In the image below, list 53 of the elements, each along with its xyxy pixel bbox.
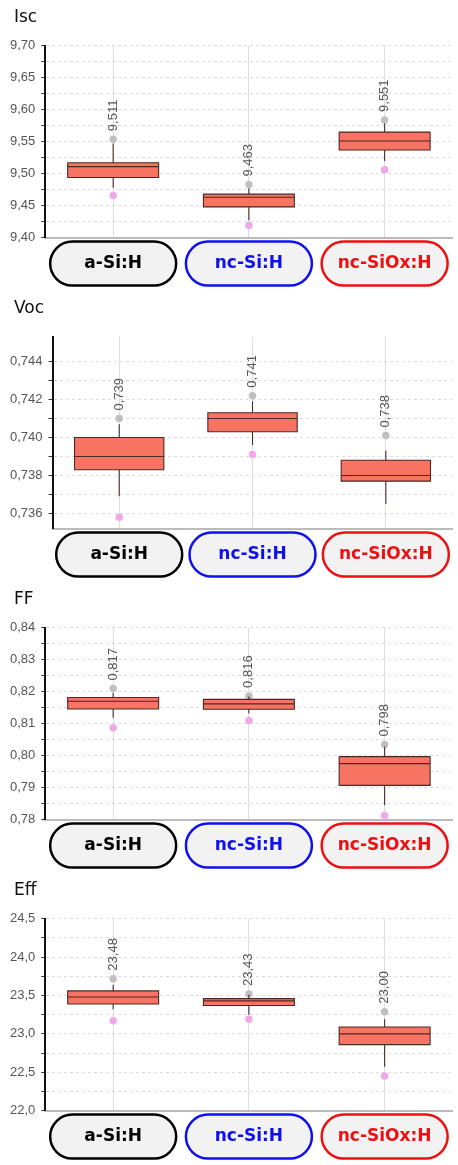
y-tick-label: 0,736 — [9, 504, 43, 520]
text: 9,463 — [240, 143, 256, 177]
x-tick-label: nc-SiOx:H — [337, 834, 432, 855]
x-tick-label: nc-Si:H — [214, 252, 284, 273]
chart-title: Voc — [14, 297, 45, 317]
y-tick-label: 0,738 — [9, 467, 43, 483]
x-tick-label: nc-Si:H — [218, 543, 287, 564]
y-tick-label: 9,45 — [9, 197, 36, 213]
x-tick-label: a-Si:H — [84, 834, 142, 855]
text: 0,816 — [240, 655, 256, 688]
y-tick-label: 0,80 — [9, 747, 36, 763]
y-tick-label: 0,79 — [9, 779, 36, 795]
text: 23,48 — [104, 938, 120, 971]
y-tick-label: 9,65 — [9, 69, 36, 85]
y-tick-label: 0,84 — [9, 619, 36, 635]
y-tick-label: 23,0 — [9, 1025, 36, 1041]
y-tick-label: 23,5 — [9, 987, 36, 1003]
y-tick-label: 24,0 — [9, 948, 36, 964]
text: 0,798 — [376, 703, 392, 737]
y-tick-label: 9,50 — [9, 165, 36, 181]
x-tick-label: nc-Si:H — [214, 1125, 284, 1146]
y-tick-label: 0,742 — [9, 391, 43, 407]
text: 23,00 — [376, 971, 392, 1004]
y-tick-label: 9,55 — [9, 133, 36, 149]
x-tick-label: nc-SiOx:H — [338, 543, 433, 564]
y-tick-label: 0,744 — [9, 353, 43, 369]
chart-title: Eff — [14, 879, 37, 899]
y-tick-label: 22,5 — [9, 1063, 36, 1079]
y-tick-label: 0,740 — [9, 429, 43, 445]
text: 0,817 — [104, 647, 120, 681]
chart-title: FF — [14, 588, 34, 608]
y-tick-label: 0,78 — [9, 811, 36, 827]
x-tick-label: nc-SiOx:H — [337, 1125, 432, 1146]
y-tick-label: 9,60 — [9, 101, 36, 117]
y-tick-label: 0,82 — [9, 683, 36, 699]
text: 0,741 — [244, 355, 260, 388]
text: 9,511 — [104, 99, 120, 132]
chart-title: Isc — [14, 6, 38, 26]
x-tick-label: a-Si:H — [90, 543, 149, 564]
y-tick-label: 24,5 — [9, 910, 36, 926]
y-tick-label: 0,81 — [9, 715, 36, 731]
text: 0,738 — [377, 395, 393, 428]
text: 9,551 — [376, 79, 392, 112]
text: 0,739 — [110, 377, 126, 411]
text: 23,43 — [240, 953, 256, 986]
x-tick-label: nc-Si:H — [214, 834, 284, 855]
y-tick-label: 9,70 — [9, 37, 36, 53]
x-tick-label: a-Si:H — [84, 1125, 142, 1146]
y-tick-label: 0,83 — [9, 651, 36, 667]
x-tick-label: a-Si:H — [84, 252, 142, 273]
y-tick-label: 22,0 — [9, 1102, 36, 1118]
y-tick-label: 9,40 — [9, 229, 36, 245]
x-tick-label: nc-SiOx:H — [337, 252, 432, 273]
